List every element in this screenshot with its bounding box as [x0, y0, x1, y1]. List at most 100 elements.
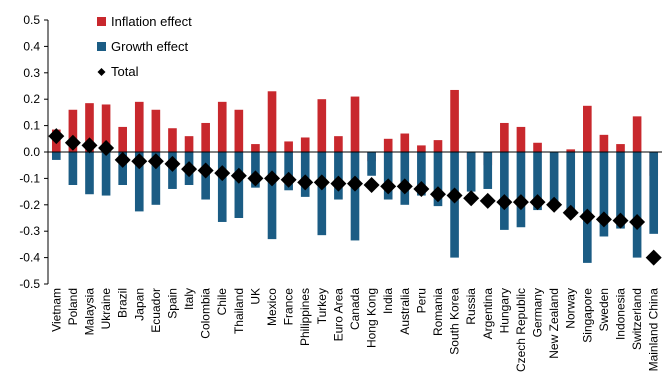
inflation-bar-switzerland — [632, 116, 642, 152]
growth-bar-south-korea — [450, 152, 459, 258]
x-tick-label: New Zealand — [547, 288, 561, 359]
growth-bar-india — [383, 152, 393, 200]
x-tick-label: Romania — [431, 288, 445, 336]
growth-bar-argentina — [483, 152, 493, 189]
x-tick-label: Italy — [182, 288, 196, 310]
x-tick-label: India — [381, 288, 395, 314]
inflation-bar-colombia — [201, 122, 210, 152]
total-marker-ecuador — [147, 153, 164, 170]
x-tick-label: Poland — [66, 288, 80, 325]
x-tick-label: South Korea — [448, 288, 462, 355]
growth-bar-chile — [217, 152, 227, 222]
inflation-bar-norway — [566, 149, 576, 152]
inflation-bar-south-korea — [450, 89, 459, 152]
legend-label-total: Total — [111, 64, 139, 79]
inflation-bar-poland — [68, 109, 78, 152]
inflation-bar-czech-republic — [516, 126, 526, 152]
x-axis: Vietnam Poland Malaysia Ukraine Brazil Japan E… — [49, 288, 660, 372]
growth-bar-hong-kong — [367, 152, 376, 176]
y-tick-label: -0.5 — [19, 277, 40, 291]
total-marker-india — [380, 178, 397, 195]
inflation-bar-turkey — [317, 99, 327, 152]
growth-bar-mexico — [267, 152, 277, 240]
x-tick-label: Argentina — [481, 288, 495, 340]
inflation-bar-germany — [533, 142, 542, 152]
total-marker-norway — [562, 204, 579, 221]
inflation-bar-ukraine — [101, 104, 111, 152]
inflation-bar-australia — [400, 133, 410, 152]
x-tick-label: Mexico — [265, 288, 279, 326]
total-marker-chile — [214, 165, 231, 182]
x-tick-label: Canada — [348, 288, 362, 330]
bars-layer — [51, 89, 659, 263]
inflation-bar-peru — [417, 145, 426, 152]
total-marker-argentina — [479, 192, 496, 209]
total-marker-uk — [247, 170, 264, 187]
x-tick-label: Czech Republic — [514, 288, 528, 372]
total-marker-canada — [347, 175, 363, 192]
legend-swatch-inflation — [97, 17, 106, 26]
y-tick-label: -0.4 — [19, 251, 40, 265]
total-marker-vietnam — [48, 128, 65, 145]
y-tick-label: 0.3 — [23, 66, 40, 80]
y-tick-label: 0.4 — [23, 39, 40, 53]
total-marker-czech-republic — [512, 194, 529, 211]
x-tick-label: Thailand — [232, 288, 246, 334]
y-axis: 0.5 0.4 0.3 0.2 0.1 0.0 -0.1 -0.2 -0.3 -0.4 -0.5 — [19, 13, 49, 291]
x-tick-label: Colombia — [199, 288, 213, 339]
growth-bar-uk — [251, 152, 260, 188]
inflation-bar-italy — [184, 136, 194, 152]
x-tick-label: France — [282, 288, 296, 326]
growth-bar-brazil — [118, 152, 127, 185]
total-marker-philippines — [297, 174, 314, 191]
total-marker-switzerland — [629, 213, 646, 230]
y-tick-label: -0.2 — [19, 198, 40, 212]
total-markers-layer — [48, 128, 662, 266]
y-tick-label: 0.0 — [23, 145, 40, 159]
total-marker-peru — [413, 180, 430, 197]
inflation-bar-japan — [134, 101, 144, 152]
inflation-bar-chile — [217, 101, 227, 152]
growth-bar-ukraine — [101, 152, 111, 196]
inflation-bar-sweden — [599, 134, 609, 152]
total-marker-germany — [529, 194, 546, 211]
growth-bar-ecuador — [151, 152, 161, 205]
x-tick-label: Australia — [398, 288, 412, 335]
growth-bar-singapore — [583, 152, 592, 263]
total-marker-japan — [131, 153, 148, 170]
x-tick-label: Norway — [564, 288, 578, 329]
legend: Inflation effect Growth effect Total — [97, 14, 192, 79]
inflation-bar-malaysia — [85, 103, 94, 152]
x-tick-label: Russia — [464, 288, 478, 325]
growth-bar-japan — [134, 152, 144, 212]
inflation-bar-ecuador — [151, 109, 161, 152]
inflation-bar-mexico — [267, 91, 277, 152]
inflation-bar-singapore — [583, 105, 592, 152]
growth-bar-new-zealand — [549, 152, 559, 205]
x-tick-label: Euro Area — [331, 288, 345, 342]
y-tick-label: -0.3 — [19, 224, 40, 238]
inflation-bar-canada — [350, 96, 360, 152]
total-marker-poland — [64, 134, 81, 151]
x-tick-label: Switzerland — [630, 288, 644, 350]
inflation-bar-euro-area — [334, 136, 343, 152]
total-marker-new-zealand — [546, 196, 563, 213]
y-tick-label: 0.5 — [23, 13, 40, 27]
x-tick-label: Spain — [165, 288, 179, 319]
x-tick-label: Germany — [531, 288, 545, 337]
inflation-bar-spain — [168, 128, 177, 152]
growth-bar-turkey — [317, 152, 327, 236]
total-marker-south-korea — [446, 187, 463, 204]
total-marker-russia — [463, 190, 480, 207]
y-tick-label: 0.2 — [23, 92, 40, 106]
y-tick-label: 0.1 — [23, 119, 40, 133]
legend-swatch-total — [97, 68, 106, 76]
x-tick-label: Hong Kong — [365, 288, 379, 348]
total-marker-ukraine — [98, 140, 115, 157]
x-tick-label: Brazil — [116, 288, 130, 318]
growth-bar-indonesia — [616, 152, 625, 229]
x-tick-label: Philippines — [298, 288, 312, 346]
legend-label-inflation: Inflation effect — [111, 14, 192, 29]
x-tick-label: Japan — [132, 288, 146, 321]
